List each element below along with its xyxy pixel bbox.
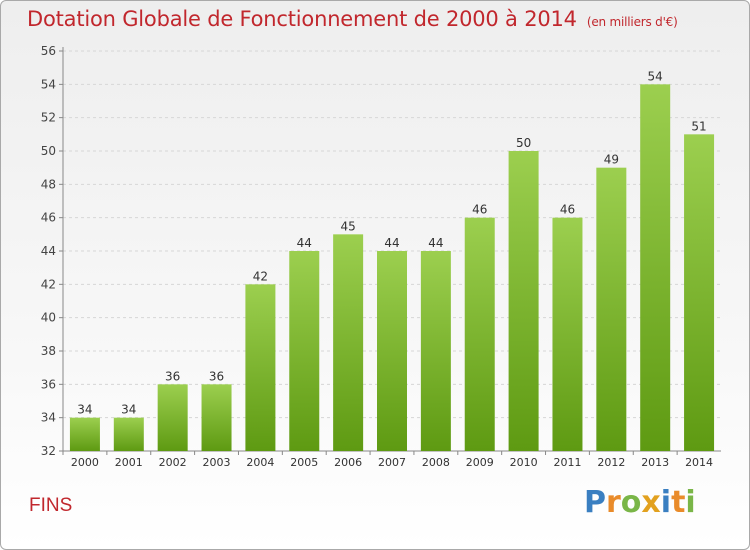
x-tick-label: 2004 [246, 456, 274, 469]
data-label: 44 [297, 236, 312, 250]
y-tick-label: 40 [41, 311, 56, 325]
logo-letter: i [685, 485, 696, 520]
bar [377, 251, 407, 451]
x-tick-label: 2011 [553, 456, 581, 469]
y-tick-label: 54 [41, 77, 56, 91]
logo-letter: P [584, 485, 606, 520]
chart-title: Dotation Globale de Fonctionnement de 20… [27, 7, 678, 31]
bar [113, 417, 144, 451]
bar [420, 251, 451, 451]
data-label: 45 [340, 219, 355, 233]
x-tick-label: 2012 [597, 456, 625, 469]
logo-letter: r [606, 485, 621, 520]
chart-title-text: Dotation Globale de Fonctionnement de 20… [27, 7, 577, 31]
bar [69, 417, 100, 451]
y-tick-label: 36 [41, 377, 56, 391]
data-label: 46 [560, 203, 575, 217]
data-label: 50 [516, 136, 531, 150]
logo-letter: o [620, 485, 642, 520]
data-label: 34 [121, 403, 136, 417]
logo-letter: i [660, 485, 672, 520]
data-label: 46 [472, 203, 487, 217]
bar [464, 217, 495, 451]
y-tick-label: 50 [41, 144, 56, 158]
x-tick-label: 2014 [685, 456, 713, 469]
y-tick-label: 48 [41, 177, 56, 191]
y-tick-label: 38 [41, 344, 56, 358]
x-tick-label: 2008 [422, 456, 450, 469]
data-label: 54 [648, 69, 663, 83]
bar [508, 151, 539, 451]
chart-unit: (en milliers d'€) [586, 15, 678, 29]
bar [201, 384, 232, 451]
data-label: 36 [209, 369, 224, 383]
bar [596, 167, 627, 451]
x-tick-label: 2001 [115, 456, 143, 469]
bar [333, 234, 364, 451]
x-tick-label: 2006 [334, 456, 362, 469]
x-tick-label: 2000 [71, 456, 99, 469]
commune-name: FINS [29, 495, 73, 516]
y-tick-label: 44 [41, 244, 56, 258]
data-label: 44 [428, 236, 443, 250]
proxiti-logo: Proxiti [584, 485, 696, 520]
data-label: 34 [77, 403, 92, 417]
y-tick-label: 34 [41, 411, 56, 425]
x-tick-label: 2005 [290, 456, 318, 469]
data-label: 36 [165, 369, 180, 383]
x-tick-label: 2007 [378, 456, 406, 469]
bar [157, 384, 188, 451]
bar [289, 251, 320, 451]
x-tick-label: 2002 [159, 456, 187, 469]
bar [684, 134, 715, 452]
logo-letter: t [671, 485, 686, 520]
data-label: 44 [384, 236, 399, 250]
bar [245, 284, 276, 451]
x-tick-label: 2013 [641, 456, 669, 469]
y-tick-label: 42 [41, 277, 56, 291]
x-tick-label: 2003 [203, 456, 231, 469]
y-tick-label: 46 [41, 211, 56, 225]
data-label: 49 [604, 153, 619, 167]
bar [640, 84, 671, 451]
data-label: 51 [691, 119, 706, 133]
x-tick-label: 2009 [466, 456, 494, 469]
y-tick-label: 52 [41, 111, 56, 125]
y-tick-label: 32 [41, 444, 56, 458]
y-tick-label: 56 [41, 44, 56, 58]
x-tick-label: 2010 [510, 456, 538, 469]
bar [552, 217, 583, 451]
data-label: 42 [253, 269, 268, 283]
logo-letter: x [641, 485, 661, 520]
